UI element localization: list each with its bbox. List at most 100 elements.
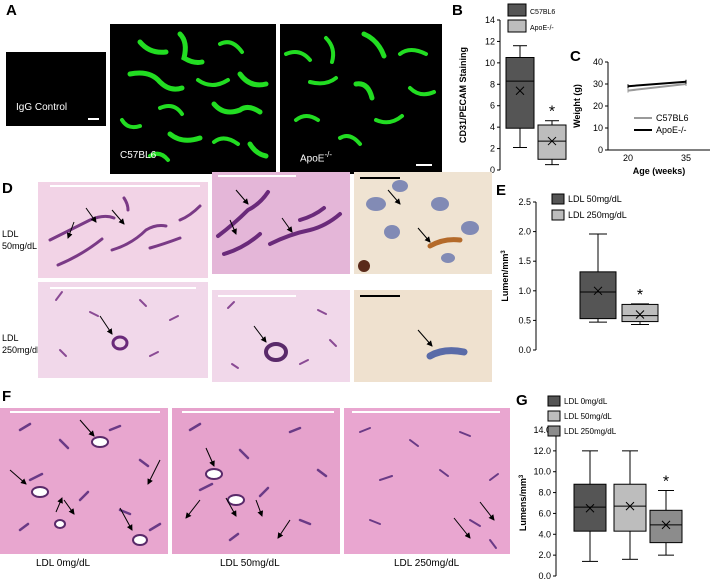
- apoe-label-text: ApoE: [300, 153, 325, 165]
- box-iqr: [579, 271, 617, 320]
- y-axis-label-sup: 3: [501, 250, 507, 254]
- ihc-image-ldl50: [354, 172, 492, 274]
- apoe-image-label: ApoE-/-: [300, 150, 332, 164]
- x-tick-label: 20: [623, 153, 633, 163]
- apoe-fluorescence-image: ApoE-/-: [280, 24, 442, 174]
- x-tick-label: 35: [681, 153, 691, 163]
- caption-ldl-50: LDL 50mg/dL: [220, 558, 280, 569]
- box-mean-marker: [661, 520, 671, 530]
- legend-label: LDL 0mg/dL: [564, 397, 608, 406]
- panel-letter-d: D: [2, 180, 13, 197]
- y-tick-label: 10: [485, 58, 495, 68]
- series-line: [627, 80, 687, 88]
- apoe-label-sup: -/-: [324, 150, 333, 159]
- row-label-ldl-250: LDL 250mg/dL: [2, 332, 42, 356]
- igg-control-label: IgG Control: [16, 102, 68, 113]
- he-image-ldl250-low: [38, 282, 208, 378]
- ihc-image-ldl250: [354, 290, 492, 382]
- y-axis-label: Lumen/mm3: [500, 250, 510, 302]
- legend-swatch: [507, 19, 527, 33]
- y-tick-label: 8: [490, 79, 495, 89]
- legend-label: LDL 50mg/dL: [564, 412, 612, 421]
- fluorescence-vessels: [120, 31, 269, 162]
- y-tick-label: 10.0: [533, 467, 551, 477]
- box-mean-marker: [547, 136, 557, 146]
- legend-label: C57BL6: [656, 113, 689, 123]
- row-label-dose: 250mg/dL: [2, 345, 43, 355]
- y-tick-label: 1.0: [518, 286, 531, 296]
- y-tick-label: 2.5: [518, 197, 531, 207]
- panel-letter-c: C: [570, 48, 581, 65]
- igg-control-image: IgG Control: [6, 52, 106, 126]
- legend-swatch: [551, 193, 565, 205]
- row-label-dose: 50mg/dL: [2, 241, 38, 251]
- box-iqr: [505, 57, 535, 129]
- scale-bar: [416, 164, 432, 166]
- legend-label: ApoE-/-: [530, 25, 554, 32]
- significance-star: *: [663, 473, 669, 490]
- y-tick-label: 0.0: [538, 571, 551, 581]
- y-tick-label: 1.5: [518, 256, 531, 266]
- he-image-f-ldl0: [0, 408, 168, 554]
- legend-swatch: [547, 425, 561, 437]
- box-iqr: [613, 483, 647, 532]
- y-tick-label: 4.0: [538, 529, 551, 539]
- legend-label: ApoE-/-: [656, 125, 687, 135]
- y-tick-label: 2.0: [518, 227, 531, 237]
- box-mean-marker: [585, 503, 595, 513]
- legend-swatch: [507, 3, 527, 17]
- he-image-ldl250-mid: [212, 290, 350, 382]
- caption-ldl-250: LDL 250mg/dL: [394, 558, 460, 569]
- series-line: [627, 83, 687, 92]
- legend-swatch: [547, 395, 561, 407]
- significance-star: *: [549, 104, 555, 121]
- y-tick-label: 2: [490, 144, 495, 154]
- caption-ldl-0: LDL 0mg/dL: [36, 558, 91, 569]
- chart-g-lumens: 0.0 2.0 4.0 6.0 8.0 10.0 12.0 14.0 Lumens/mm3 * LD…: [518, 395, 683, 581]
- box-mean-marker: [515, 86, 525, 96]
- y-tick-label: 8.0: [538, 488, 551, 498]
- box-mean-marker: [625, 501, 635, 511]
- scale-bar: [88, 118, 99, 120]
- y-tick-label: 0.0: [518, 345, 531, 355]
- legend-label: C57BL6: [530, 9, 555, 16]
- box-mean-marker: [635, 310, 645, 319]
- box-iqr: [621, 303, 659, 323]
- chart-c-weight: 0 10 20 30 40 20 35 Age (weeks) Weight (g) C57BL6…: [572, 57, 710, 176]
- y-tick-label: 14: [485, 15, 495, 25]
- panel-letter-g: G: [516, 392, 528, 409]
- y-tick-label: 10: [593, 123, 603, 133]
- box-iqr: [649, 509, 683, 544]
- legend-label: LDL 250mg/dL: [564, 427, 617, 436]
- y-tick-label: 2.0: [538, 550, 551, 560]
- he-image-f-ldl50: [172, 408, 340, 554]
- c57bl6-fluorescence-image: C57BL6: [110, 24, 276, 174]
- chart-e-lumen: 0.0 0.5 1.0 1.5 2.0 2.5 Lumen/mm3 * LDL 50mg/dL L…: [500, 193, 659, 355]
- panel-letter-f: F: [2, 388, 12, 405]
- row-label-ldl: LDL: [2, 333, 19, 343]
- panel-letter-a: A: [6, 2, 17, 19]
- y-axis-label: Weight (g): [572, 84, 582, 128]
- y-tick-label: 6.0: [538, 508, 551, 518]
- y-axis-label-sup: 3: [519, 474, 525, 478]
- he-image-f-ldl250: [344, 408, 510, 554]
- x-axis-label: Age (weeks): [633, 166, 686, 176]
- legend-swatch: [547, 410, 561, 422]
- fluorescence-vessels: [284, 31, 436, 146]
- y-tick-label: 0: [490, 165, 495, 175]
- y-axis-label: CD31/PECAM Staining: [458, 47, 468, 143]
- legend-label: LDL 250mg/dL: [568, 210, 627, 220]
- y-tick-label: 40: [593, 57, 603, 67]
- y-tick-label: 30: [593, 79, 603, 89]
- he-image-ldl50-low: [38, 182, 208, 278]
- box-mean-marker: [593, 286, 603, 296]
- he-image-ldl50-mid: [212, 172, 350, 274]
- y-tick-label: 0.5: [518, 315, 531, 325]
- y-tick-label: 12.0: [533, 446, 551, 456]
- legend-label: LDL 50mg/dL: [568, 194, 622, 204]
- y-tick-label: 14.0: [533, 425, 551, 435]
- y-tick-label: 4: [490, 122, 495, 132]
- panel-letter-b: B: [452, 2, 463, 19]
- y-tick-label: 0: [598, 145, 603, 155]
